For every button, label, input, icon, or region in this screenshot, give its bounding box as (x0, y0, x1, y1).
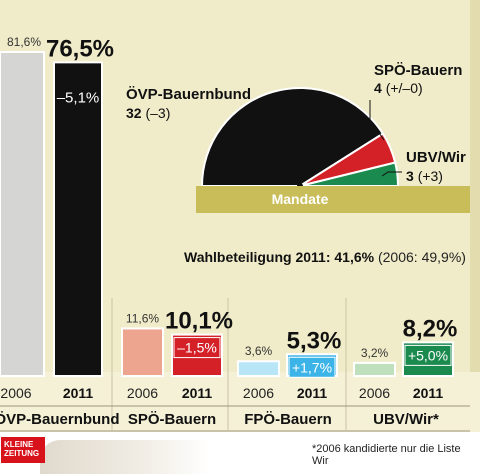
turnout-text: Wahlbeteiligung 2011: 41,6% (2006: 49,9%… (184, 249, 466, 265)
change-box (404, 344, 452, 366)
change-label: –5,1% (57, 89, 100, 106)
footer-photo-fragment (40, 440, 210, 474)
footnote: *2006 kandidierte nur die Liste Wir (312, 443, 461, 467)
x-tick-2011: 2011 (63, 385, 94, 401)
leader-line (381, 171, 402, 177)
slice-seats: 4 (374, 80, 386, 96)
change-label: +1,7% (292, 359, 332, 375)
bar-label-2006: 81,6% (7, 35, 41, 49)
bar-label-2006: 3,2% (361, 346, 389, 360)
x-tick-2011: 2011 (297, 385, 328, 401)
turnout-previous: (2006: 49,9%) (377, 249, 466, 265)
slice-name: SPÖ-Bauern (374, 62, 462, 79)
slice-change: (+3) (418, 168, 443, 184)
category-label: SPÖ-Bauern (128, 411, 216, 428)
slice-seats: 32 (126, 105, 145, 121)
x-tick-2006: 2006 (359, 385, 390, 401)
bar-label-2011: 10,1% (165, 308, 233, 335)
bar-label-2011: 76,5% (46, 35, 114, 62)
bar-2006 (353, 361, 396, 378)
x-tick-2011: 2011 (182, 385, 213, 401)
leader-line (369, 100, 385, 141)
slice-name: UBV/Wir (406, 149, 466, 166)
x-tick-2011: 2011 (413, 385, 444, 401)
kleine-zeitung-logo: KLEINE ZEITUNG (1, 437, 45, 463)
x-tick-2006: 2006 (243, 385, 274, 401)
category-label: FPÖ-Bauern (244, 411, 332, 428)
change-label: +5,0% (408, 347, 448, 363)
bar-2006 (237, 360, 280, 377)
bar-label-2011: 5,3% (287, 327, 342, 354)
logo-line-1: KLEINE (4, 440, 34, 449)
mandate-base-bar (196, 186, 470, 213)
slice-value: 3 (+3) (406, 168, 443, 184)
mandate-title: Mandate (272, 191, 329, 207)
slice-change: (+/–0) (386, 80, 423, 96)
bar-label-2011: 8,2% (403, 315, 458, 342)
slice-seats: 3 (406, 168, 418, 184)
change-box (173, 337, 221, 359)
slice-value: 32 (–3) (126, 105, 170, 121)
bar-2006 (121, 327, 164, 378)
slice-value: 4 (+/–0) (374, 80, 423, 96)
slice-change: (–3) (145, 105, 170, 121)
change-label: –1,5% (177, 340, 217, 356)
logo-line-2: ZEITUNG (4, 449, 40, 458)
panel-edge (470, 0, 480, 372)
x-tick-2006: 2006 (127, 385, 158, 401)
bar-label-2006: 3,6% (245, 344, 273, 358)
mandate-slice (299, 161, 400, 187)
slice-name: ÖVP-Bauernbund (126, 86, 251, 103)
bar-label-2006: 11,6% (126, 311, 159, 325)
turnout-label: Wahlbeteiligung 2011: 41,6% (184, 249, 375, 265)
category-label: ÖVP-Bauernbund (0, 411, 120, 428)
category-label: UBV/Wir* (373, 411, 439, 428)
bar-2011 (53, 61, 103, 377)
change-box (288, 356, 336, 378)
bar-2006 (0, 51, 45, 377)
x-tick-2006: 2006 (0, 385, 31, 401)
